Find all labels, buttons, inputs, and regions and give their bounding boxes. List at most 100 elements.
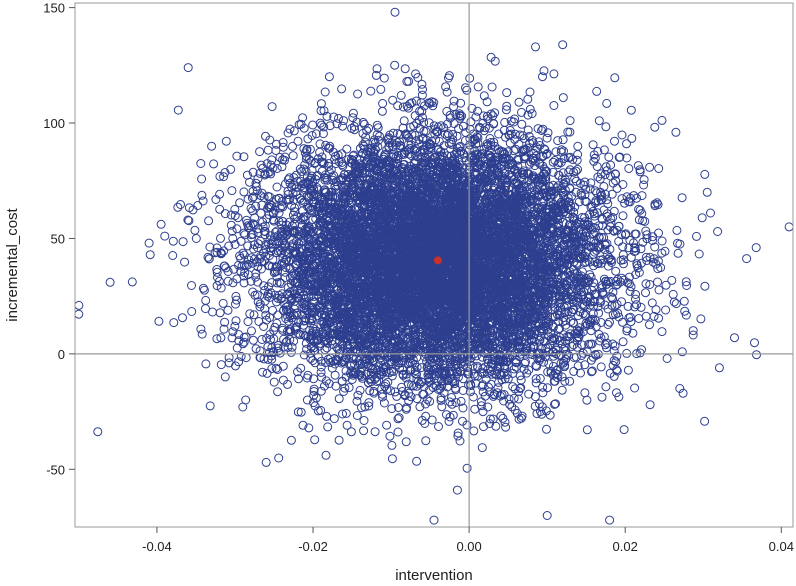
data-point [248,335,258,345]
data-point [93,427,103,437]
data-point [434,422,443,431]
data-point [196,159,206,168]
data-point [700,169,710,179]
data-point [648,236,657,245]
data-point [273,387,283,397]
data-point [169,318,179,328]
data-point [190,225,200,235]
data-point [230,321,240,331]
data-point [436,393,446,403]
data-point [255,299,265,309]
data-point [357,403,366,413]
data-point [653,277,662,287]
data-point [215,308,225,318]
data-point [473,82,483,92]
data-point [220,209,230,219]
data-point [338,409,347,419]
data-point [377,106,387,116]
data-point [594,116,604,126]
data-point [334,394,344,404]
data-point [233,213,243,223]
data-point [378,99,388,108]
data-point [352,396,362,406]
data-point [329,414,339,424]
data-point [628,328,638,338]
data-point [618,180,628,189]
data-point [197,190,207,200]
data-point [411,96,421,106]
data-point [479,422,488,432]
data-point [228,233,238,243]
data-point [223,276,233,286]
data-point [607,189,617,199]
data-point [578,348,588,358]
data-point [267,364,277,373]
data-point [267,102,277,112]
data-point [239,337,249,347]
data-point [661,305,671,315]
data-point [601,122,611,132]
data-point [198,283,208,293]
data-point [618,211,628,221]
data-point [412,456,422,466]
data-point [221,136,231,146]
data-point [316,367,326,377]
data-point [243,241,253,251]
data-point [668,289,678,299]
data-point [750,338,759,348]
data-points [74,7,794,525]
data-point [436,395,446,405]
data-point [388,95,398,105]
data-point [334,113,343,123]
data-point [241,353,251,363]
data-point [442,87,452,97]
data-point [654,228,663,238]
data-point [371,70,381,80]
data-point [317,157,327,167]
data-point [223,305,233,315]
data-point [191,234,201,243]
data-point [366,86,376,96]
data-point [534,137,544,147]
data-point [617,130,627,140]
data-point [269,377,279,387]
data-point [302,395,312,405]
data-point [401,404,411,414]
data-point [538,72,547,82]
data-point [694,249,704,259]
data-point [531,360,541,370]
data-point [523,94,533,104]
data-point [187,281,196,290]
data-point [204,216,214,226]
data-point [657,236,667,246]
data-point [342,144,352,154]
data-point [681,310,691,320]
data-point [641,279,651,289]
data-point [173,105,183,115]
data-point [498,413,508,423]
data-point [209,159,219,169]
data-point [478,387,488,397]
data-point [197,329,207,339]
data-point [400,64,410,74]
data-point [612,351,622,361]
data-point [565,376,575,386]
data-point [604,152,614,162]
data-point [673,248,683,258]
data-point [309,390,319,400]
data-point [145,250,155,260]
data-point [507,402,517,412]
data-point [320,87,330,97]
data-point [323,422,333,432]
data-point [308,120,318,130]
data-point [525,87,535,97]
data-point [582,395,592,405]
data-point [657,327,667,337]
data-point [631,290,641,299]
data-point [502,88,512,98]
data-point [587,367,596,377]
data-point [387,454,397,464]
data-point [286,435,296,445]
data-point [592,86,602,96]
